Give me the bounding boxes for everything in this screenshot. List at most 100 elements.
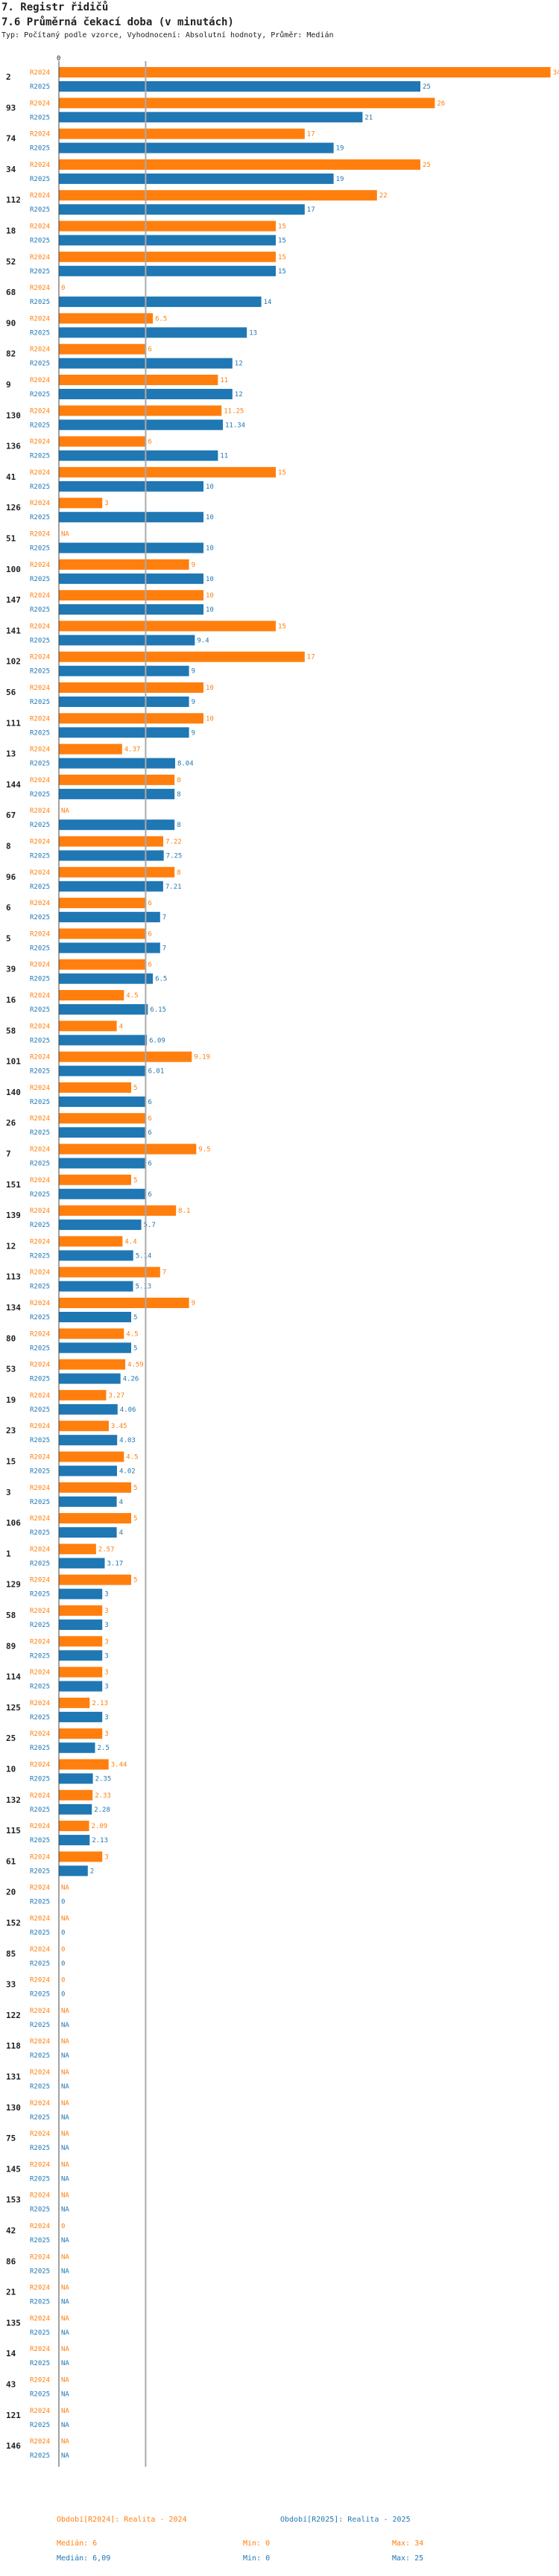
category-label: 16 (6, 995, 16, 1005)
value-label-r2025: 12 (235, 391, 243, 399)
value-label-r2024: 11.25 (224, 407, 244, 415)
value-label-r2024: NA (61, 2346, 69, 2353)
bar-r2024 (59, 1451, 124, 1462)
value-label-r2024: 3 (104, 500, 108, 507)
category-label: 90 (6, 318, 16, 328)
series-label-r2025: R2025 (30, 668, 50, 676)
series-label-r2024: R2024 (30, 992, 50, 1000)
value-label-r2024: 7.22 (165, 839, 182, 846)
value-label-r2025: 6.01 (148, 1068, 165, 1076)
value-label-r2025: 0 (61, 1960, 65, 1967)
series-label-r2024: R2024 (30, 162, 50, 169)
value-label-r2024: NA (61, 531, 69, 539)
value-label-r2025: 4.03 (119, 1437, 136, 1444)
bar-r2025 (59, 1465, 117, 1476)
category-label: 130 (6, 2103, 21, 2113)
series-label-r2024: R2024 (30, 469, 50, 477)
value-label-r2024: NA (61, 2253, 69, 2261)
value-label-r2024: NA (61, 2192, 69, 2200)
series-label-r2025: R2025 (30, 1191, 50, 1199)
bar-r2025 (59, 419, 223, 431)
value-label-r2024: 22 (379, 192, 388, 200)
bar-r2025 (59, 1312, 131, 1322)
category-label: 5 (6, 933, 11, 943)
series-label-r2025: R2025 (30, 114, 50, 121)
bar-r2024 (59, 343, 146, 355)
bar-r2024 (59, 836, 164, 847)
category-label: 113 (6, 1272, 21, 1282)
bar-r2025 (59, 542, 203, 553)
series-label-r2025: R2025 (30, 1376, 50, 1383)
value-label-r2025: 9.4 (197, 637, 209, 644)
bar-r2025 (59, 912, 160, 923)
value-label-r2024: 0 (61, 285, 65, 292)
value-label-r2024: 3.45 (111, 1423, 127, 1430)
value-label-r2025: 6.5 (155, 976, 167, 983)
legend-r2024-label: Období[R2024]: Realita - 2024 (57, 2516, 187, 2524)
series-label-r2024: R2024 (30, 531, 50, 539)
bar-r2025 (59, 1035, 148, 1046)
series-label-r2025: R2025 (30, 1899, 50, 1906)
series-label-r2024: R2024 (30, 1330, 50, 1338)
series-label-r2024: R2024 (30, 592, 50, 600)
series-label-r2024: R2024 (30, 315, 50, 323)
value-label-r2025: 10 (206, 483, 214, 491)
category-label: 1 (6, 1549, 11, 1558)
bar-r2024 (59, 1143, 197, 1155)
series-label-r2025: R2025 (30, 2299, 50, 2306)
category-label: 136 (6, 442, 21, 451)
legend-r2025-label: Období[R2025]: Realita - 2025 (280, 2516, 411, 2524)
value-label-r2025: NA (61, 2084, 69, 2091)
series-label-r2024: R2024 (30, 2438, 50, 2446)
bar-r2025 (59, 1096, 146, 1107)
series-label-r2024: R2024 (30, 100, 50, 107)
series-label-r2024: R2024 (30, 2008, 50, 2015)
series-label-r2024: R2024 (30, 1669, 50, 1677)
value-label-r2024: 2.09 (92, 1823, 108, 1830)
value-label-r2025: NA (61, 2360, 69, 2367)
value-label-r2024: 15 (278, 254, 286, 261)
bar-r2025 (59, 1588, 103, 1599)
bar-r2025 (59, 665, 189, 676)
category-label: 82 (6, 349, 16, 359)
bar-r2024 (59, 190, 377, 201)
bar-r2024 (59, 1298, 189, 1308)
category-label: 10 (6, 1765, 16, 1774)
value-label-r2024: NA (61, 808, 69, 815)
value-label-r2024: NA (61, 2315, 69, 2323)
series-label-r2024: R2024 (30, 1300, 50, 1307)
bar-r2025 (59, 1219, 142, 1231)
value-label-r2025: 0 (61, 1929, 65, 1937)
value-label-r2025: 4 (119, 1499, 123, 1506)
value-label-r2025: 8 (177, 791, 180, 799)
category-label: 125 (6, 1703, 21, 1713)
series-label-r2024: R2024 (30, 2100, 50, 2107)
series-label-r2024: R2024 (30, 131, 50, 139)
series-label-r2025: R2025 (30, 1684, 50, 1691)
value-label-r2025: 2.28 (94, 1806, 110, 1814)
category-label: 18 (6, 226, 16, 236)
series-label-r2025: R2025 (30, 791, 50, 799)
series-label-r2024: R2024 (30, 285, 50, 292)
value-label-r2024: 4.5 (126, 992, 138, 1000)
category-label: 85 (6, 1949, 16, 1958)
value-label-r2024: 9.19 (194, 1054, 210, 1062)
series-label-r2024: R2024 (30, 808, 50, 815)
series-label-r2024: R2024 (30, 346, 50, 354)
value-label-r2025: 7 (162, 914, 166, 921)
value-label-r2025: NA (61, 2207, 69, 2214)
series-label-r2025: R2025 (30, 1006, 50, 1014)
value-label-r2025: 0 (61, 1991, 65, 1999)
value-label-r2025: 2.5 (98, 1745, 110, 1752)
bar-r2025 (59, 1004, 148, 1015)
value-label-r2025: 21 (364, 114, 373, 121)
category-label: 58 (6, 1026, 16, 1035)
bar-r2024 (59, 621, 276, 632)
bar-r2024 (59, 1636, 103, 1647)
bar-r2024 (59, 1205, 177, 1216)
series-label-r2024: R2024 (30, 1146, 50, 1154)
bar-r2024 (59, 1266, 160, 1278)
value-label-r2025: 9 (192, 729, 195, 737)
category-label: 26 (6, 1118, 16, 1128)
